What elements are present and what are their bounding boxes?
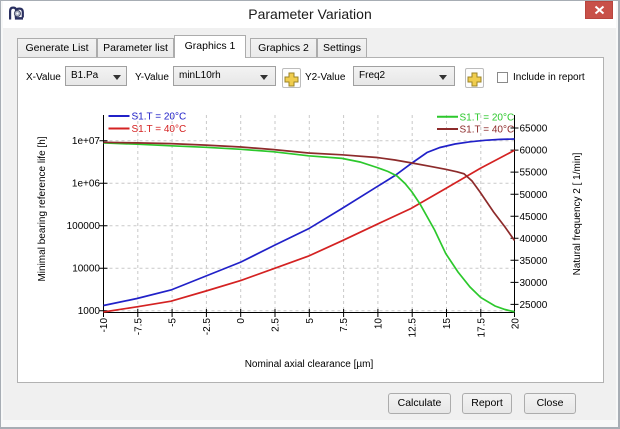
svg-text:100000: 100000 — [67, 221, 101, 232]
svg-text:15: 15 — [442, 318, 453, 330]
svg-text:0: 0 — [236, 318, 247, 324]
svg-text:S1.T = 40°C: S1.T = 40°C — [460, 125, 515, 136]
svg-text:2.5: 2.5 — [271, 318, 282, 332]
svg-text:20: 20 — [511, 318, 522, 330]
svg-text:40000: 40000 — [520, 234, 548, 245]
svg-text:10: 10 — [373, 318, 384, 330]
svg-text:25000: 25000 — [520, 300, 548, 311]
svg-text:S1.T = 20°C: S1.T = 20°C — [132, 112, 187, 123]
svg-text:5: 5 — [305, 318, 316, 324]
svg-text:Natural frequency 2 [ 1/min]: Natural frequency 2 [ 1/min] — [572, 152, 583, 275]
svg-text:-2.5: -2.5 — [202, 318, 213, 336]
svg-text:45000: 45000 — [520, 212, 548, 223]
svg-text:50000: 50000 — [520, 190, 548, 201]
svg-text:-5: -5 — [168, 318, 179, 327]
svg-text:1e+06: 1e+06 — [72, 179, 101, 190]
svg-text:S1.T = 40°C: S1.T = 40°C — [132, 124, 187, 135]
svg-text:10000: 10000 — [72, 264, 100, 275]
svg-text:7.5: 7.5 — [339, 318, 350, 332]
svg-text:-7.5: -7.5 — [133, 318, 144, 336]
svg-text:55000: 55000 — [520, 168, 548, 179]
svg-text:1e+07: 1e+07 — [72, 136, 101, 147]
svg-text:Nominal axial clearance [µm]: Nominal axial clearance [µm] — [245, 359, 374, 370]
svg-text:30000: 30000 — [520, 278, 548, 289]
svg-text:12.5: 12.5 — [408, 318, 419, 338]
svg-text:Minimal bearing reference life: Minimal bearing reference life [h] — [37, 136, 48, 281]
svg-text:1000: 1000 — [78, 306, 101, 317]
svg-text:60000: 60000 — [520, 146, 548, 157]
svg-text:35000: 35000 — [520, 256, 548, 267]
svg-text:S1.T = 20°C: S1.T = 20°C — [460, 112, 515, 123]
svg-text:-10: -10 — [99, 318, 110, 333]
svg-text:65000: 65000 — [520, 124, 548, 135]
svg-text:17.5: 17.5 — [476, 318, 487, 338]
